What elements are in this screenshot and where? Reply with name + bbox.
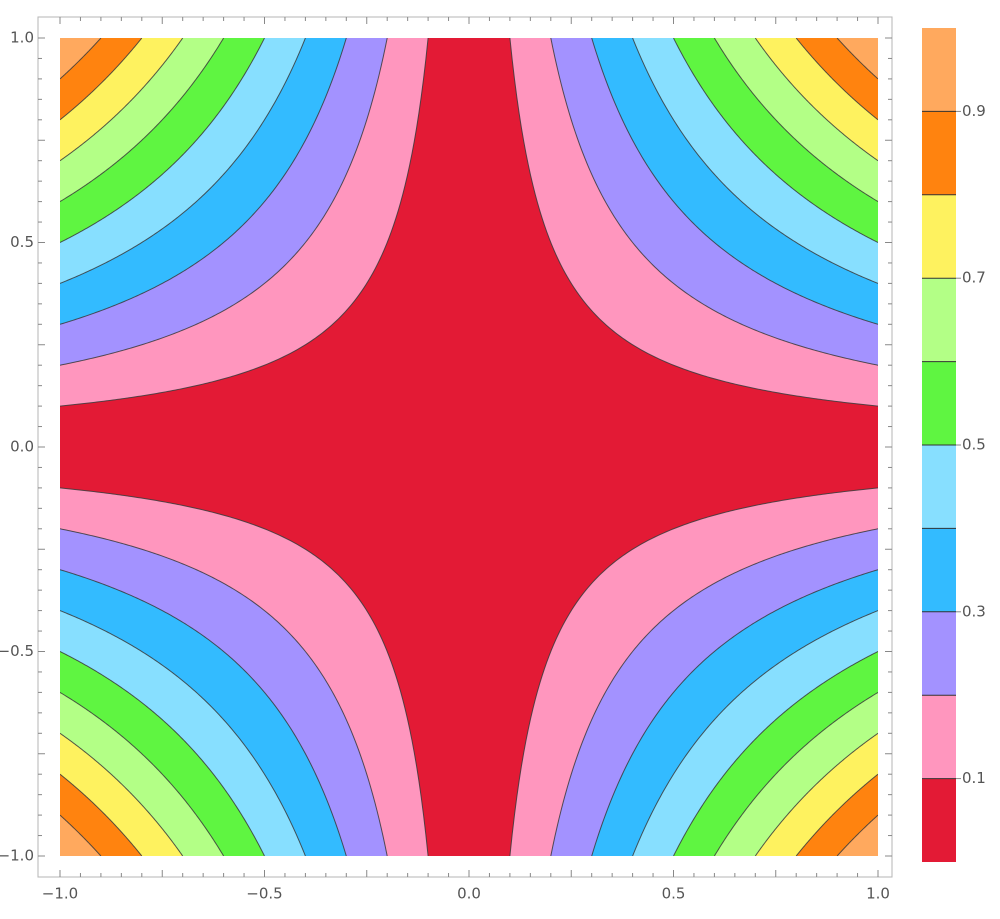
x-axis: −1.0 −0.5 0.0 0.5 1.0 — [42, 17, 890, 903]
contour-bands — [60, 38, 878, 856]
colorbar-segment — [922, 28, 956, 112]
colorbar-segment — [922, 528, 956, 612]
contour-band-9-q1 — [837, 38, 878, 79]
contour-line-5-q1 — [673, 38, 878, 243]
contour-line-8-q2 — [60, 38, 143, 121]
contour-line-9-q4 — [836, 814, 878, 856]
contour-line-9-q3 — [60, 814, 102, 856]
contour-line-6-q4 — [713, 691, 878, 856]
contour-line-5-q3 — [60, 651, 265, 856]
contour-lines — [60, 38, 878, 856]
x-tick-label: 0.5 — [662, 885, 686, 903]
contour-band-9-q2 — [60, 38, 101, 79]
contour-line-6-q2 — [60, 38, 225, 203]
x-tick-label: 0.0 — [457, 885, 481, 903]
colorbar-segment — [922, 361, 956, 445]
colorbar-tick-label: 0.9 — [962, 102, 986, 120]
colorbar-segment — [922, 278, 956, 362]
contour-line-4-q3 — [60, 610, 306, 856]
contour-line-8-q4 — [795, 773, 878, 856]
colorbar-segment — [922, 695, 956, 779]
contour-line-8-q3 — [60, 773, 143, 856]
contour-line-3-q1 — [591, 38, 878, 325]
contour-line-1-q3 — [60, 487, 429, 856]
contour-band-9-q3 — [60, 815, 101, 856]
colorbar-tick-label: 0.3 — [962, 602, 986, 620]
colorbar-tick-label: 0.1 — [962, 769, 986, 787]
contour-line-4-q4 — [632, 610, 878, 856]
y-tick-label: 0.5 — [10, 233, 34, 251]
contour-line-8-q1 — [795, 38, 878, 121]
y-axis: −1.0 −0.5 0.0 0.5 1.0 — [0, 29, 892, 865]
y-tick-label: −1.0 — [0, 847, 34, 865]
x-tick-label: −0.5 — [246, 885, 282, 903]
contour-line-1-q2 — [60, 38, 429, 407]
contour-line-3-q4 — [591, 569, 878, 856]
colorbar-tick-label: 0.5 — [962, 436, 986, 454]
y-tick-label: 1.0 — [10, 29, 34, 47]
y-tick-label: −0.5 — [0, 642, 34, 660]
x-tick-label: −1.0 — [42, 885, 78, 903]
contour-line-2-q4 — [550, 528, 878, 856]
contour-line-9-q1 — [836, 38, 878, 80]
colorbar-segment — [922, 111, 956, 195]
contour-line-1-q4 — [509, 487, 878, 856]
contour-line-3-q3 — [60, 569, 347, 856]
contour-line-2-q3 — [60, 528, 388, 856]
colorbar-segment — [922, 445, 956, 529]
contour-line-4-q2 — [60, 38, 306, 284]
colorbar-segment — [922, 778, 956, 862]
colorbar-segment — [922, 611, 956, 696]
x-tick-label: 1.0 — [866, 885, 890, 903]
y-tick-label: 0.0 — [10, 438, 34, 456]
contour-line-9-q2 — [60, 38, 102, 80]
contour-band-9-q4 — [837, 815, 878, 856]
contour-line-5-q2 — [60, 38, 265, 243]
contour-line-6-q1 — [713, 38, 878, 203]
contour-line-7-q4 — [754, 732, 878, 856]
colorbar-segment — [922, 194, 956, 279]
contour-line-7-q3 — [60, 732, 184, 856]
contour-line-1-q1 — [509, 38, 878, 407]
contour-line-4-q1 — [632, 38, 878, 284]
contour-line-3-q2 — [60, 38, 347, 325]
contour-line-6-q3 — [60, 691, 225, 856]
contour-line-2-q1 — [550, 38, 878, 366]
colorbar: 0.1 0.3 0.5 0.7 0.9 — [922, 28, 986, 862]
contour-line-5-q4 — [673, 651, 878, 856]
contour-line-2-q2 — [60, 38, 388, 366]
contour-line-7-q1 — [754, 38, 878, 162]
contour-line-7-q2 — [60, 38, 184, 162]
colorbar-tick-label: 0.7 — [962, 269, 986, 287]
